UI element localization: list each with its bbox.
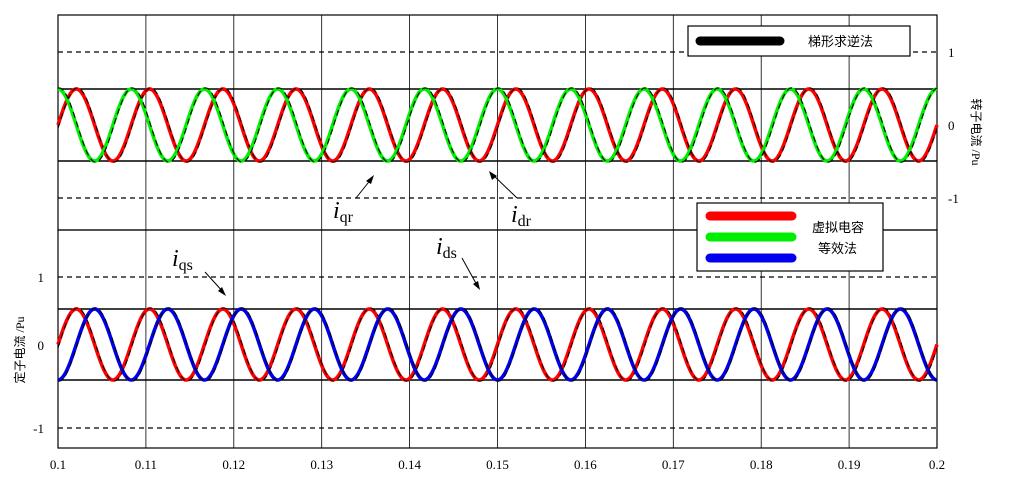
top-legend: 梯形求逆法 <box>687 25 911 57</box>
xtick-label: 0.12 <box>222 457 245 472</box>
annotation-ids-base: i <box>436 234 443 260</box>
annotation-iqr: iqr <box>333 175 374 226</box>
annotation-idr-sub: dr <box>518 213 532 230</box>
annotation-ids: ids <box>436 234 480 290</box>
annotation-idr-base: i <box>511 202 518 228</box>
series-i-qr-reference <box>57 87 938 163</box>
ytick-label: -1 <box>948 191 959 206</box>
annotation-iqs-base: i <box>172 246 179 272</box>
ytick-label: 0 <box>948 118 955 133</box>
series-i-qs <box>56 307 939 382</box>
annotation-idr: idr <box>489 171 532 230</box>
bottom-ylabel: 定子电流 /Pu <box>12 316 27 383</box>
series-layer <box>56 87 939 382</box>
series-i-ds-reference <box>57 307 938 382</box>
xtick-label: 0.14 <box>398 457 421 472</box>
annotation-iqs: iqs <box>172 246 226 296</box>
xtick-label: 0.2 <box>929 457 945 472</box>
ytick-label: -1 <box>33 421 44 436</box>
series-i-qr <box>56 87 939 163</box>
top-legend-label: 梯形求逆法 <box>808 34 873 49</box>
top-ylabel: 转子电流 /Pu <box>969 98 984 165</box>
bottom-legend-line1: 虚拟电容 <box>812 220 864 235</box>
annotation-iqr-base: i <box>333 198 340 224</box>
bottom-legend-line2: 等效法 <box>818 241 857 256</box>
series-i-qs-reference <box>57 307 938 382</box>
ytick-label: 1 <box>948 45 955 60</box>
series-i-ds <box>57 307 938 382</box>
annotation-ids-sub: ds <box>443 245 457 262</box>
ytick-label: 0 <box>38 338 45 353</box>
series-i-dr <box>57 87 938 163</box>
xtick-label: 0.18 <box>750 457 773 472</box>
svg-text:iqs: iqs <box>172 246 193 274</box>
svg-text:iqr: iqr <box>333 198 354 226</box>
xtick-label: 0.11 <box>135 457 157 472</box>
xtick-label: 0.17 <box>662 457 685 472</box>
ytick-label: 1 <box>38 270 45 285</box>
xtick-label: 0.15 <box>486 457 509 472</box>
xtick-label: 0.19 <box>838 457 861 472</box>
annotation-iqs-sub: qs <box>179 257 193 274</box>
xtick-label: 0.16 <box>574 457 597 472</box>
svg-text:ids: ids <box>436 234 457 262</box>
xtick-label: 0.1 <box>50 457 66 472</box>
svg-text:idr: idr <box>511 202 532 230</box>
bottom-legend: 虚拟电容 等效法 <box>696 202 884 272</box>
series-i-dr-reference <box>57 87 938 163</box>
tick-layer: 1 0 -1 1 0 -1 0.1 0.11 0.12 0.13 0.14 0.15 0.16 0.17 0… <box>33 45 959 472</box>
xtick-label: 0.13 <box>310 457 333 472</box>
annotation-iqr-sub: qr <box>340 209 354 226</box>
